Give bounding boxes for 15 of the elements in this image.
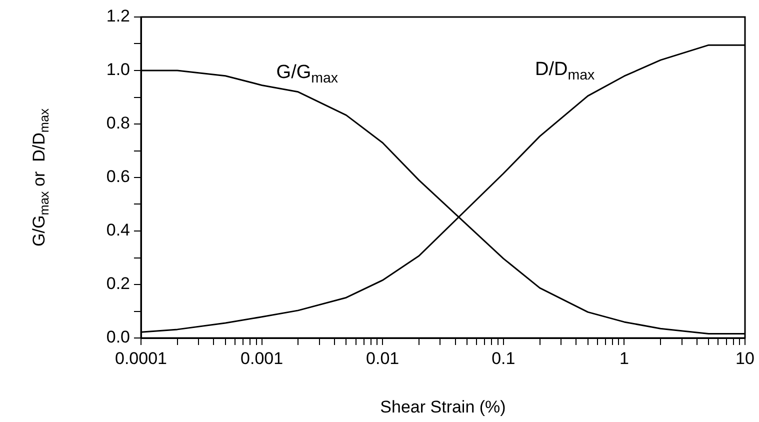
y-axis-title: G/Gmax or D/Dmax (30, 108, 52, 246)
x-tick-label: 0.01 (366, 348, 400, 368)
x-tick-label: 0.1 (492, 348, 516, 368)
x-axis-title: Shear Strain (%) (380, 397, 506, 416)
y-tick-label: 0.6 (106, 167, 130, 186)
y-tick-label: 0.2 (106, 274, 130, 294)
y-tick-label: 1.0 (106, 60, 130, 80)
y-tick-label: 0.4 (106, 220, 130, 240)
x-tick-label: 0.0001 (115, 348, 167, 368)
y-tick-label: 1.2 (106, 6, 130, 26)
x-tick-label: 1 (619, 348, 629, 368)
x-tick-label: 10 (736, 348, 754, 368)
y-tick-label: 0.8 (106, 114, 130, 133)
x-tick-label: 0.001 (240, 348, 284, 368)
y-tick-label: 0.0 (106, 328, 130, 347)
